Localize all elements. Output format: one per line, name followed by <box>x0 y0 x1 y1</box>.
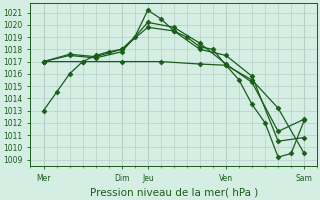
X-axis label: Pression niveau de la mer( hPa ): Pression niveau de la mer( hPa ) <box>90 187 258 197</box>
